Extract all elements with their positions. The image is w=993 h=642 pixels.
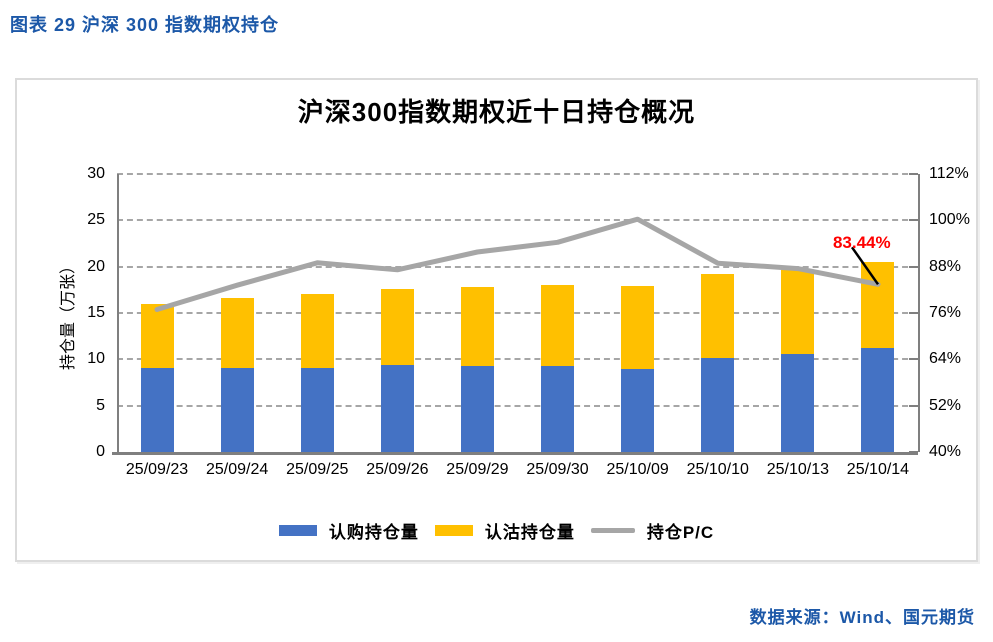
gridline [117,404,918,407]
bar-put-segment [300,293,334,368]
y-right-tick-label: 112% [929,165,969,182]
y-left-tick-label: 5 [96,396,105,414]
bar-put-segment [140,303,174,368]
y-right-tick-label: 88% [929,257,962,275]
chart-title: 沪深300指数期权近十日持仓概况 [297,97,696,127]
x-tick-label: 25/10/14 [846,461,910,478]
y-left-tick-label: 0 [96,443,105,460]
annotation-callout-line [850,246,880,286]
chart-panel: 沪深300指数期权近十日持仓概况 持仓量（万张） 0 40% 5 52% 10 64% 15… [15,78,978,562]
bar-call-segment [300,367,334,452]
right-axis [918,174,920,452]
bar-put-segment [621,286,655,369]
x-tick-label: 25/09/24 [206,461,269,478]
bar-call-segment [541,365,575,452]
x-tick-label: 25/10/13 [766,461,829,478]
bar-call-segment [220,367,254,452]
bar-put-segment [701,274,735,359]
x-tick-label: 25/09/25 [286,461,349,478]
legend-label-put: 认沽持仓量 [484,523,575,542]
right-axis-tick [909,219,918,222]
bar-call-segment [781,353,815,452]
bar-put-segment [541,285,575,366]
bar-put-segment [781,270,815,354]
y-left-tick-label: 10 [87,350,105,368]
bar-put-segment [460,287,494,366]
bar-call-segment [621,368,655,452]
y-right-tick-label: 100% [929,211,970,229]
legend-label-pc: 持仓P/C [646,523,715,542]
left-axis [117,174,119,452]
gridline [117,173,918,175]
y-left-tick-label: 30 [87,165,105,182]
chart-legend: 认购持仓量 认沽持仓量 持仓P/C [17,518,976,543]
bar-call-segment [701,358,735,452]
bar-put-segment [380,288,414,365]
bar-put-segment [861,262,895,349]
x-tick-label: 25/09/29 [446,461,509,478]
x-axis [112,452,918,455]
pc-line-svg [154,216,881,312]
x-tick-label: 25/09/26 [366,461,429,478]
x-tick-label: 25/09/23 [125,461,189,478]
y-left-tick-label: 15 [87,304,105,321]
pc-annotation: 83.44% [832,233,891,253]
x-tick-label: 25/09/30 [526,461,589,478]
data-source: 数据来源：Wind、国元期货 [749,608,975,627]
right-axis-tick [909,312,918,314]
bar-call-segment [460,365,494,452]
y-right-tick-label: 40% [929,443,962,460]
gridline [117,219,918,222]
legend-item-call: 认购持仓量 [278,518,419,543]
x-tick-label: 25/10/10 [686,461,749,478]
bar-call-segment [861,348,895,452]
right-axis-tick [909,265,918,268]
bar-put-segment [220,298,254,368]
legend-label-call: 认购持仓量 [328,523,419,542]
y-left-tick-label: 20 [87,257,105,275]
y-right-tick-label: 64% [929,350,962,368]
right-axis-tick [909,404,918,407]
right-axis-tick [909,173,918,175]
legend-line-swatch-pc [590,528,635,533]
bar-call-segment [140,367,174,452]
right-axis-tick [909,358,918,361]
gridline [117,358,918,361]
legend-item-put: 认沽持仓量 [434,518,575,543]
pc-line [154,216,881,312]
gridline [117,312,918,314]
gridline [117,265,918,268]
y-right-tick-label: 76% [929,304,962,321]
figure-caption: 图表 29 沪深 300 指数期权持仓 [10,15,280,35]
legend-swatch-put [434,525,473,536]
y-right-tick-label: 52% [929,396,962,414]
bar-call-segment [380,364,414,452]
legend-swatch-call [278,525,317,536]
x-tick-label: 25/10/09 [606,461,669,478]
y-left-tick-label: 25 [87,211,105,229]
legend-item-pc: 持仓P/C [590,518,715,543]
